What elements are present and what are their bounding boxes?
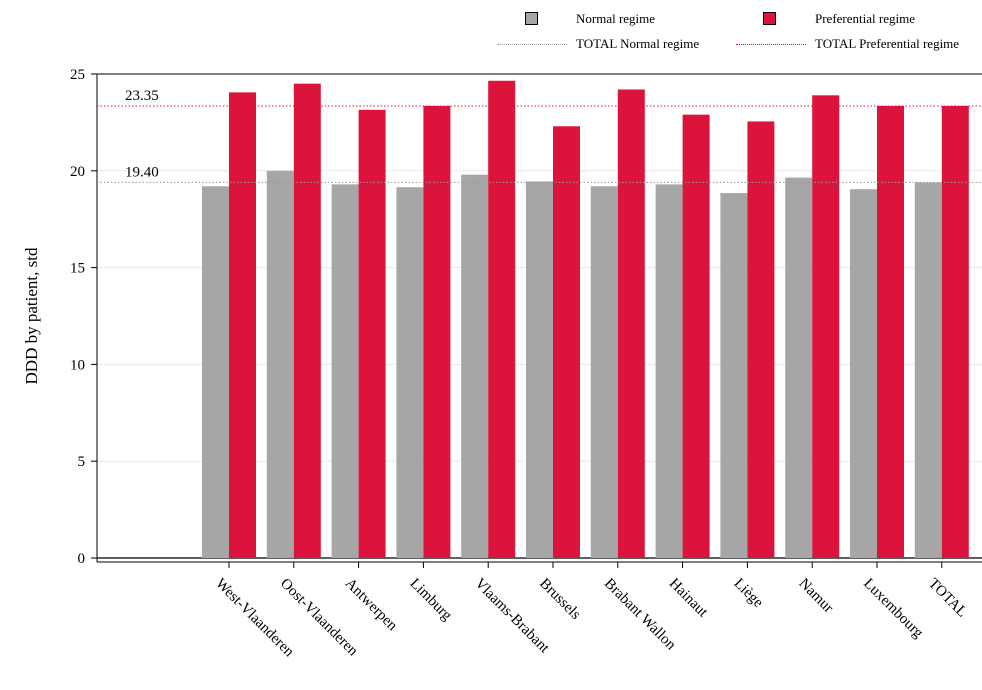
bar-normal bbox=[785, 177, 813, 559]
bar-normal bbox=[720, 193, 748, 558]
x-tick-label: TOTAL bbox=[925, 576, 970, 621]
legend-total-preferential-label: TOTAL Preferential regime bbox=[815, 36, 960, 51]
reference-line-label: 23.35 bbox=[125, 88, 159, 104]
bar-preferential bbox=[553, 126, 580, 558]
bar-normal bbox=[590, 186, 618, 558]
legend-preferential-label: Preferential regime bbox=[815, 11, 915, 26]
bar-preferential bbox=[877, 105, 904, 558]
legend-normal-label: Normal regime bbox=[576, 11, 656, 26]
y-tick-label: 5 bbox=[78, 454, 86, 470]
y-tick-label: 0 bbox=[78, 551, 86, 567]
x-tick-label: Limburg bbox=[407, 576, 456, 625]
bar-preferential bbox=[682, 114, 710, 558]
y-tick-label: 20 bbox=[70, 164, 85, 180]
y-tick-label: 25 bbox=[70, 67, 85, 83]
legend-total-normal-label: TOTAL Normal regime bbox=[576, 36, 700, 51]
bar-preferential bbox=[293, 83, 321, 559]
y-axis-title: DDD by patient, std bbox=[22, 247, 41, 384]
x-tick-label: Liège bbox=[731, 576, 767, 612]
bar-preferential bbox=[617, 89, 645, 558]
bar-normal bbox=[331, 184, 359, 559]
y-tick-label: 15 bbox=[70, 261, 85, 277]
x-tick-label: Luxembourg bbox=[860, 576, 926, 642]
bar-preferential bbox=[229, 92, 256, 558]
reference-line-label: 19.40 bbox=[125, 164, 159, 180]
legend-preferential-swatch bbox=[763, 12, 776, 25]
bar-normal bbox=[850, 189, 877, 558]
bar-preferential bbox=[358, 109, 386, 558]
bar-preferential bbox=[941, 105, 969, 558]
x-tick-label: Namur bbox=[795, 576, 836, 617]
bar-preferential bbox=[812, 95, 840, 559]
bar-normal bbox=[202, 186, 229, 558]
legend-total-normal-line bbox=[497, 44, 567, 45]
bar-preferential bbox=[488, 80, 516, 558]
bar-normal bbox=[266, 170, 294, 559]
bar-normal bbox=[526, 181, 553, 558]
bar-normal bbox=[655, 184, 683, 559]
legend-total-preferential-line bbox=[736, 44, 806, 45]
y-tick-label: 10 bbox=[70, 357, 85, 373]
x-tick-label: Hainaut bbox=[666, 576, 711, 621]
bar-normal bbox=[461, 174, 489, 558]
bar-normal bbox=[396, 187, 424, 559]
bar-preferential bbox=[747, 121, 775, 558]
x-tick-label: Brussels bbox=[536, 576, 583, 623]
bar-normal bbox=[914, 182, 942, 558]
legend-normal-swatch bbox=[525, 12, 538, 25]
x-tick-label: Antwerpen bbox=[342, 576, 401, 635]
bar-preferential bbox=[423, 105, 451, 558]
